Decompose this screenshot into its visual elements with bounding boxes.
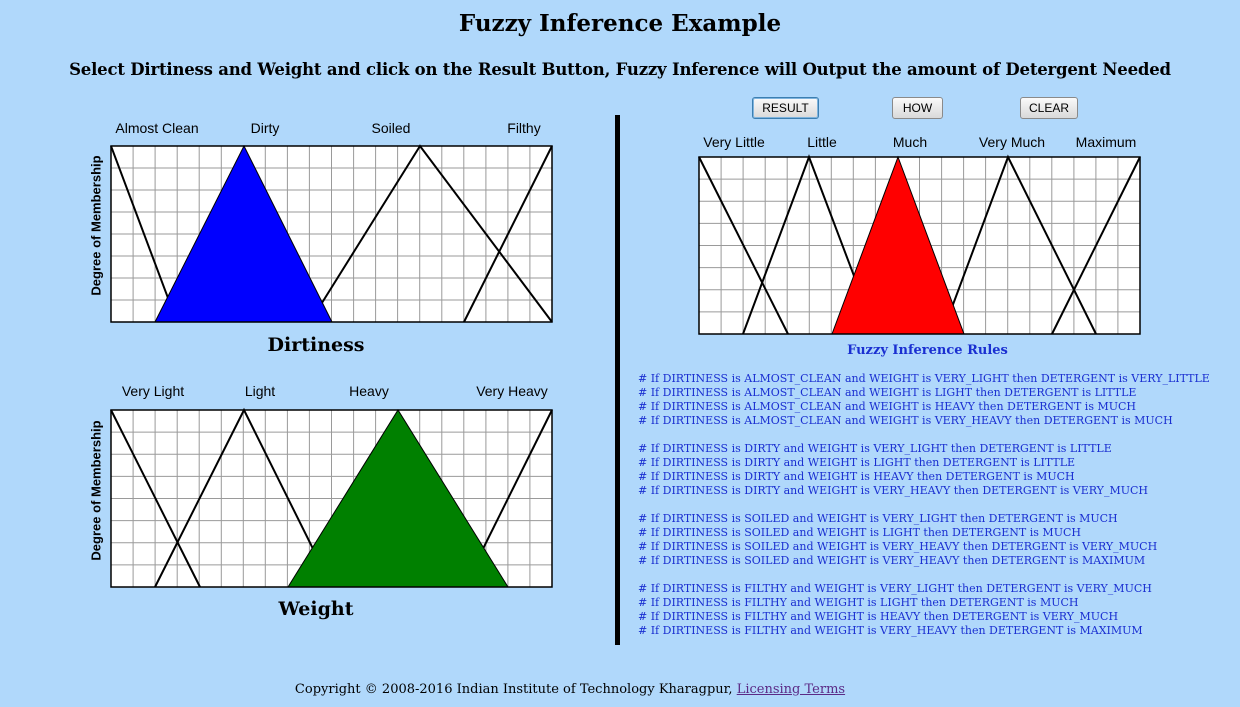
rule-item: # If DIRTINESS is SOILED and WEIGHT is V…: [638, 554, 1146, 567]
rule-item: # If DIRTINESS is SOILED and WEIGHT is L…: [638, 526, 1081, 539]
vertical-divider: [615, 115, 620, 645]
footer: Copyright © 2008-2016 Indian Institute o…: [0, 682, 1140, 697]
rule-item: # If DIRTINESS is FILTHY and WEIGHT is L…: [638, 596, 1079, 609]
weight-y-axis-label: Degree of Membership: [88, 420, 104, 561]
rule-item: # If DIRTINESS is ALMOST_CLEAN and WEIGH…: [638, 414, 1173, 427]
how-button[interactable]: HOW: [892, 97, 943, 119]
rules-list: # If DIRTINESS is ALMOST_CLEAN and WEIGH…: [638, 372, 1238, 652]
dirtiness-caption: Dirtiness: [267, 334, 365, 356]
detergent-membership-chart: [698, 154, 1141, 335]
detergent-set-label: Very Much: [978, 134, 1046, 150]
rule-group: # If DIRTINESS is DIRTY and WEIGHT is VE…: [638, 442, 1238, 498]
weight-membership-chart[interactable]: [110, 407, 553, 588]
dirtiness-membership-line: [110, 145, 178, 323]
rule-item: # If DIRTINESS is ALMOST_CLEAN and WEIGH…: [638, 400, 1136, 413]
dirtiness-frame: [110, 145, 553, 323]
rule-group: # If DIRTINESS is ALMOST_CLEAN and WEIGH…: [638, 372, 1238, 428]
page-title: Fuzzy Inference Example: [458, 10, 782, 37]
page-subtitle: Select Dirtiness and Weight and click on…: [69, 60, 1171, 79]
rule-item: # If DIRTINESS is DIRTY and WEIGHT is VE…: [638, 484, 1148, 497]
rule-item: # If DIRTINESS is DIRTY and WEIGHT is VE…: [638, 442, 1112, 455]
rule-item: # If DIRTINESS is FILTHY and WEIGHT is V…: [638, 624, 1143, 637]
dirtiness-set-label[interactable]: Almost Clean: [115, 120, 199, 136]
weight-set-label[interactable]: Very Light: [121, 383, 185, 399]
rule-group: # If DIRTINESS is FILTHY and WEIGHT is V…: [638, 582, 1238, 638]
detergent-set-label: Little: [807, 134, 837, 150]
rule-group: # If DIRTINESS is SOILED and WEIGHT is V…: [638, 512, 1238, 568]
detergent-set-label: Much: [892, 134, 928, 150]
rule-item: # If DIRTINESS is FILTHY and WEIGHT is V…: [638, 582, 1152, 595]
weight-membership-line: [110, 409, 201, 588]
clear-button[interactable]: CLEAR: [1020, 97, 1078, 119]
rules-title: Fuzzy Inference Rules: [847, 343, 1008, 358]
copyright-text: Copyright © 2008-2016 Indian Institute o…: [294, 682, 733, 697]
rule-item: # If DIRTINESS is ALMOST_CLEAN and WEIGH…: [638, 386, 1137, 399]
dirtiness-y-axis-label: Degree of Membership: [88, 155, 104, 296]
rule-item: # If DIRTINESS is DIRTY and WEIGHT is HE…: [638, 470, 1075, 483]
weight-set-label[interactable]: Very Heavy: [476, 383, 548, 399]
detergent-membership-line: [1051, 156, 1141, 335]
dirtiness-set-label[interactable]: Dirty: [250, 120, 280, 136]
licensing-terms-link[interactable]: Licensing Terms: [736, 682, 846, 697]
dirtiness-set-label[interactable]: Soiled: [371, 120, 411, 136]
weight-set-label[interactable]: Heavy: [349, 383, 389, 399]
rule-item: # If DIRTINESS is SOILED and WEIGHT is V…: [638, 540, 1158, 553]
detergent-set-label: Maximum: [1075, 134, 1137, 150]
weight-caption: Weight: [278, 598, 354, 620]
rule-item: # If DIRTINESS is DIRTY and WEIGHT is LI…: [638, 456, 1076, 469]
dirtiness-membership-line: [463, 145, 553, 323]
weight-set-label[interactable]: Light: [244, 383, 276, 399]
result-button[interactable]: RESULT: [752, 97, 819, 119]
rule-item: # If DIRTINESS is SOILED and WEIGHT is V…: [638, 512, 1118, 525]
detergent-frame: [698, 156, 1141, 335]
dirtiness-membership-chart[interactable]: [110, 144, 553, 323]
detergent-membership-line: [698, 156, 789, 335]
weight-frame: [110, 409, 553, 588]
rule-item: # If DIRTINESS is FILTHY and WEIGHT is H…: [638, 610, 1119, 623]
detergent-set-label: Very Little: [703, 134, 765, 150]
rule-item: # If DIRTINESS is ALMOST_CLEAN and WEIGH…: [638, 372, 1210, 385]
dirtiness-set-label[interactable]: Filthy: [507, 120, 541, 136]
